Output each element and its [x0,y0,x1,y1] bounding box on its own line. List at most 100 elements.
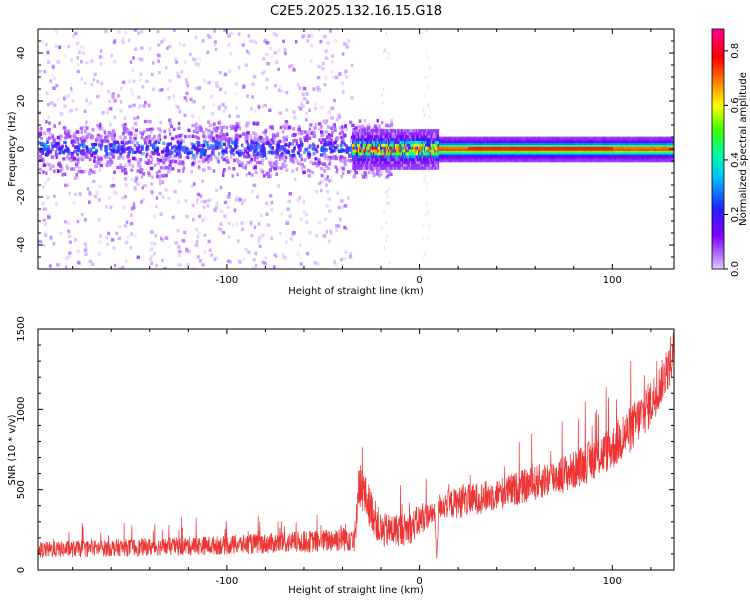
heat-cell [384,143,386,147]
heat-cell [428,163,430,167]
heat-cell [539,142,541,146]
noise-cell [168,128,171,132]
heat-cell [367,140,369,144]
heat-cell [542,152,544,155]
heat-cell [546,138,549,142]
noise-cell [156,174,159,179]
noise-cell [314,157,318,161]
heat-cell [399,157,401,162]
noise-cell [119,100,123,104]
heat-cell [528,150,530,153]
noise-cell [258,244,262,248]
heat-cell [545,138,547,142]
noise-cell [139,72,143,77]
noise-cell [121,37,125,42]
noise-cell [182,145,187,149]
heat-cell [383,143,385,147]
heat-cell [416,160,419,165]
noise-cell [51,144,55,149]
heat-cell [503,142,506,146]
heat-cell [423,143,426,147]
noise-cell [209,144,213,148]
heat-cell [492,136,495,140]
heat-cell [486,157,489,161]
heat-cell [463,150,466,153]
heat-cell [372,143,375,147]
heat-cell [471,142,473,146]
heat-cell [462,152,464,155]
noise-cell [385,190,387,194]
heat-cell [462,153,464,157]
noise-cell [87,200,91,204]
noise-cell [172,127,176,132]
heat-cell [418,132,420,136]
noise-cell [336,144,340,148]
noise-cell [177,169,181,173]
heat-cell [382,129,384,133]
heat-cell [552,153,555,157]
heat-cell [499,140,501,144]
heat-cell [511,140,514,144]
noise-cell [64,183,68,188]
noise-cell [195,200,199,204]
heat-cell [367,155,369,159]
noise-cell [234,142,237,146]
heat-cell [377,143,379,147]
noise-cell [227,235,231,239]
noise-cell [335,137,338,141]
heat-cell [478,140,481,144]
heat-cell [381,157,383,162]
heat-cell [372,163,375,167]
heat-cell [505,159,507,163]
heat-cell [471,140,473,144]
heat-cell [478,153,481,157]
heat-cell [414,143,416,147]
noise-cell [342,256,347,261]
heat-cell [421,157,423,162]
heat-cell [543,138,546,142]
heat-cell [379,129,382,133]
heat-cell [485,144,487,147]
heat-cell [370,166,373,170]
heat-cell [560,138,563,142]
noise-cell [252,149,257,154]
heat-cell [381,137,383,141]
noise-cell [94,194,98,199]
noise-cell [73,176,78,180]
heat-cell [548,150,551,153]
heat-cell [411,146,413,150]
noise-cell [183,150,187,155]
noise-cell [168,168,172,172]
noise-cell [98,240,102,244]
noise-cell [152,142,157,147]
heat-cell [554,155,557,159]
noise-cell [43,145,46,149]
heat-cell [554,148,557,151]
noise-cell [213,40,217,44]
noise-cell [347,158,350,163]
noise-cell [252,183,257,188]
heat-cell [367,160,369,165]
heat-cell [503,150,506,153]
heat-cell [443,136,446,140]
heat-cell [404,137,406,141]
heat-cell [480,150,483,153]
heat-cell [528,140,530,144]
noise-cell [113,99,117,103]
heat-cell [576,138,578,142]
heat-cell [537,138,540,142]
noise-cell [222,230,226,235]
heat-cell [397,160,399,165]
heat-cell [563,140,566,144]
heat-cell [511,144,514,147]
noise-cell [164,173,168,178]
heat-cell [406,155,408,159]
noise-cell [166,166,170,170]
heat-cell [451,157,453,161]
noise-cell [168,121,172,126]
heat-cell [408,143,411,147]
heat-cell [387,152,390,156]
heat-cell [562,150,564,153]
heat-cell [511,159,514,163]
noise-cell [424,113,426,117]
